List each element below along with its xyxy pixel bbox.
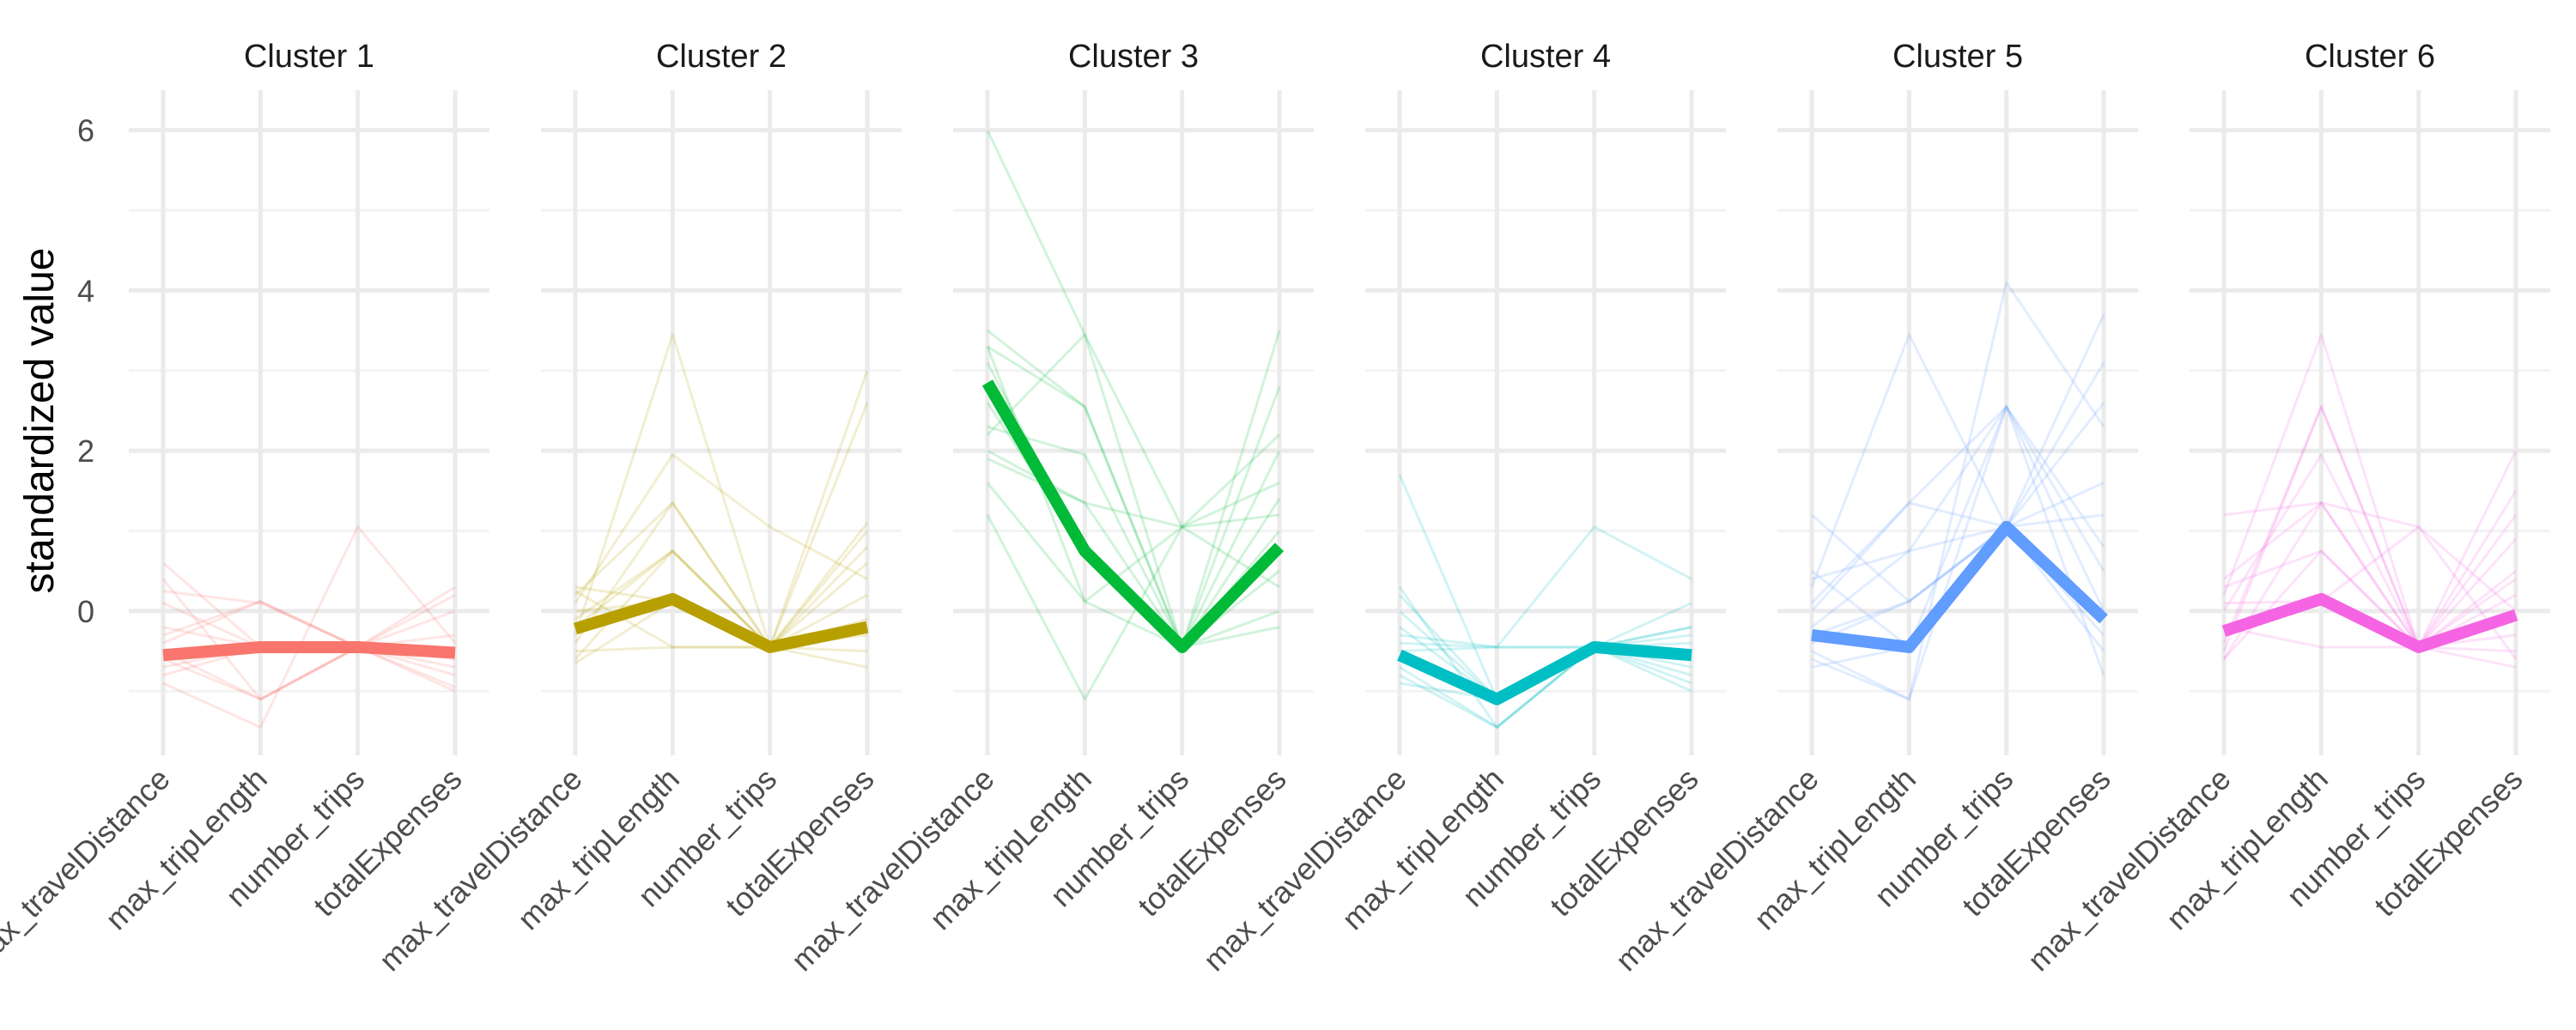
facet-panel: Cluster 2max_travelDistancemax_tripLengt… [372,39,902,978]
cluster-mean-line [163,647,455,655]
y-tick-label: 0 [77,594,94,629]
facet-title: Cluster 2 [656,39,787,75]
facet-title: Cluster 3 [1068,39,1199,75]
facet-panel: Cluster 6max_travelDistancemax_tripLengt… [2020,39,2550,978]
facet-title: Cluster 6 [2305,39,2435,75]
observation-line [575,551,867,659]
facet-panel: Cluster 5max_travelDistancemax_tripLengt… [1608,39,2138,978]
facet-panel: Cluster 4max_travelDistancemax_tripLengt… [1196,39,1726,978]
facet-title: Cluster 1 [244,39,374,75]
observation-line [1400,527,1692,647]
y-tick-label: 4 [77,273,94,308]
facet-panels: Cluster 1max_travelDistancemax_tripLengt… [0,39,2550,978]
observation-line [987,386,1279,646]
facet-title: Cluster 5 [1893,39,2023,75]
y-axis-label: standardized value [17,248,63,594]
y-tick-label: 2 [77,433,94,469]
facet-panel: Cluster 3max_travelDistancemax_tripLengt… [784,39,1314,978]
facet-title: Cluster 4 [1480,39,1611,75]
facet-panel: Cluster 1max_travelDistancemax_tripLengt… [0,39,489,978]
y-tick-label: 6 [77,113,94,148]
y-tick-labels: 0 2 4 6 [77,113,94,629]
